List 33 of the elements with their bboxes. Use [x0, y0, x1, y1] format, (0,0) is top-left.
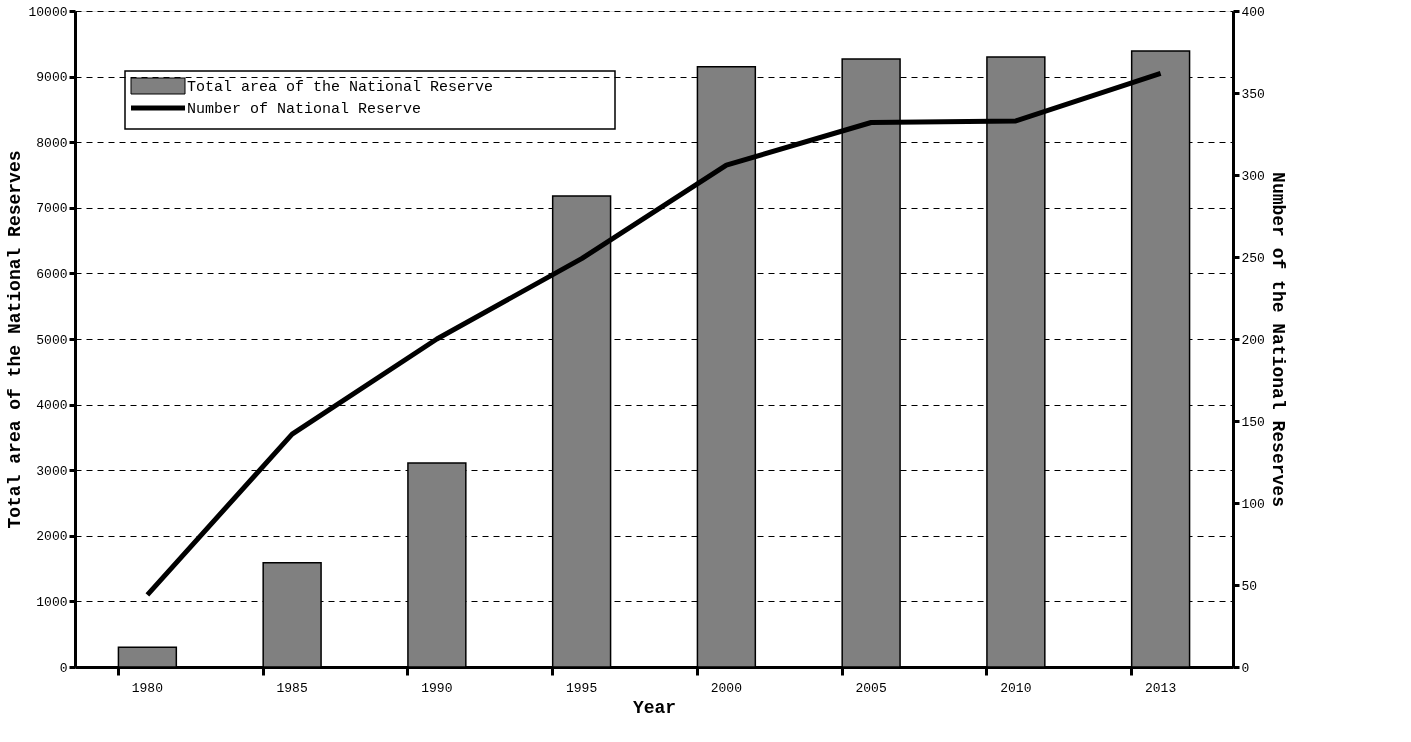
y-tick-label: 5000: [36, 332, 68, 348]
y2-tick-label: 400: [1241, 4, 1265, 20]
y-tick-label: 0: [59, 660, 68, 676]
y2-tick-label: 200: [1241, 332, 1265, 348]
y2-tick-label: 150: [1241, 414, 1265, 430]
y2-tick-label: 300: [1241, 168, 1265, 184]
y-axis-title: Total area of the National Reserves: [5, 150, 26, 529]
y2-tick-label: 100: [1241, 496, 1265, 512]
x-tick-label: 2000: [710, 680, 742, 696]
y2-tick-label: 350: [1241, 86, 1265, 102]
x-axis-title: Year: [632, 697, 677, 718]
x-tick-label: 2005: [855, 680, 887, 696]
y-tick-label: 10000: [28, 4, 68, 20]
y2-tick-label: 250: [1241, 250, 1265, 266]
y-tick-label: 8000: [36, 135, 68, 151]
y2-tick-label: 0: [1241, 660, 1250, 676]
x-tick-label: 2010: [1000, 680, 1032, 696]
y2-axis-title: Number of the National Reserves: [1267, 172, 1288, 507]
x-tick-label: 1990: [421, 680, 453, 696]
y2-tick-label: 50: [1241, 578, 1258, 594]
x-tick-label: 1995: [566, 680, 598, 696]
y-tick-label: 6000: [36, 266, 68, 282]
y-tick-label: 1000: [36, 594, 68, 610]
y-tick-label: 3000: [36, 463, 68, 479]
y-tick-label: 9000: [36, 70, 68, 86]
y-tick-label: 4000: [36, 398, 68, 414]
y-tick-label: 2000: [36, 529, 68, 545]
y-tick-label: 7000: [36, 201, 68, 217]
x-tick-label: 1980: [131, 680, 163, 696]
legend-label: Number of National Reserve: [187, 101, 422, 118]
x-tick-label: 1985: [276, 680, 308, 696]
x-tick-label: 2013: [1145, 680, 1177, 696]
legend-label: Total area of the National Reserve: [187, 79, 494, 96]
